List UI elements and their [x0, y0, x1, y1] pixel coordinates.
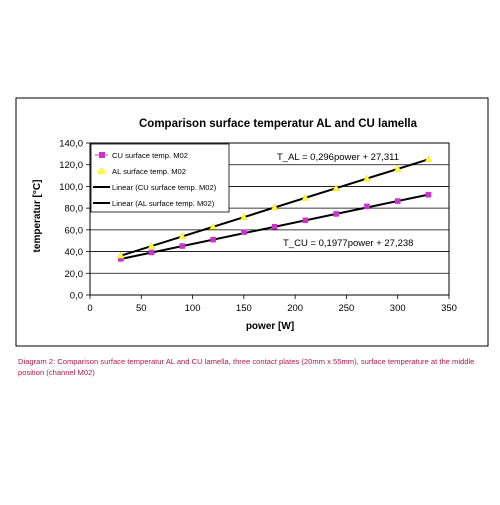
al-data-point: [270, 203, 279, 211]
x-tick-label: 300: [390, 303, 406, 314]
annotation-al-equation: T_AL = 0,296power + 27,311: [277, 152, 399, 163]
cu-data-point: [210, 236, 216, 243]
legend-al-label: AL surface temp. M02: [112, 167, 186, 176]
plot-area: [89, 142, 450, 296]
figure-caption: Diagram 2: Comparison surface temperatur…: [18, 357, 475, 377]
y-tick-label: 0,0: [70, 291, 83, 302]
annotation-cu-equation: T_CU = 0,1977power + 27,238: [283, 238, 413, 249]
x-tick-label: 200: [287, 303, 303, 314]
ticks-layer: 0,0 20,0 40,0 60,0 80,0 100,0 120,0 140,0 0 50 100…: [59, 139, 457, 315]
legend-cu-label: CU surface temp. M02: [112, 151, 188, 160]
legend-box: [90, 143, 230, 213]
al-data-point: [209, 222, 217, 230]
x-tick-label: 350: [441, 303, 457, 314]
cu-data-point: [241, 229, 247, 235]
series-layer: [116, 155, 433, 262]
x-axis-label: power [W]: [246, 321, 294, 332]
chart-title: Comparison surface temperatur AL and CU …: [139, 118, 418, 130]
al-data-point: [178, 232, 187, 240]
cu-data-point: [333, 211, 339, 217]
al-data-point: [393, 165, 402, 172]
cu-data-point: [425, 191, 432, 198]
y-tick-label: 100,0: [59, 182, 83, 193]
cu-data-point: [394, 198, 401, 204]
chart-area-border: [15, 97, 489, 347]
x-tick-label: 0: [87, 303, 92, 314]
legend-cu-marker: [99, 152, 105, 158]
al-data-point: [424, 155, 433, 162]
al-data-point: [147, 242, 156, 249]
cu-data-point: [148, 249, 155, 256]
al-data-point: [301, 194, 310, 201]
y-axis-label: temperatur [°C]: [32, 180, 43, 253]
x-tick-label: 250: [338, 303, 354, 314]
x-tick-label: 100: [185, 303, 201, 314]
cu-data-point: [364, 203, 370, 210]
al-data-point: [363, 174, 371, 182]
y-tick-label: 140,0: [59, 139, 83, 150]
y-tick-label: 120,0: [59, 160, 83, 171]
al-data-point: [240, 213, 248, 220]
legend: CU surface temp. M02 AL surface temp. M0…: [90, 143, 230, 213]
legend-al-trend-label: Linear (AL surface temp. M02): [112, 199, 215, 208]
x-tick-label: 50: [136, 303, 147, 314]
cu-data-point: [302, 217, 309, 224]
y-tick-label: 80,0: [65, 204, 84, 215]
cu-data-point: [271, 223, 278, 230]
al-data-point: [116, 251, 125, 259]
y-tick-label: 20,0: [65, 269, 84, 280]
x-tick-label: 150: [236, 303, 252, 314]
y-tick-label: 40,0: [65, 247, 84, 258]
legend-cu-trend-label: Linear (CU surface temp. M02): [112, 183, 217, 192]
al-data-point: [332, 184, 341, 191]
y-tick-label: 60,0: [65, 225, 84, 236]
cu-data-point: [117, 256, 124, 262]
cu-data-point: [179, 243, 186, 249]
legend-al-marker: [97, 167, 106, 174]
